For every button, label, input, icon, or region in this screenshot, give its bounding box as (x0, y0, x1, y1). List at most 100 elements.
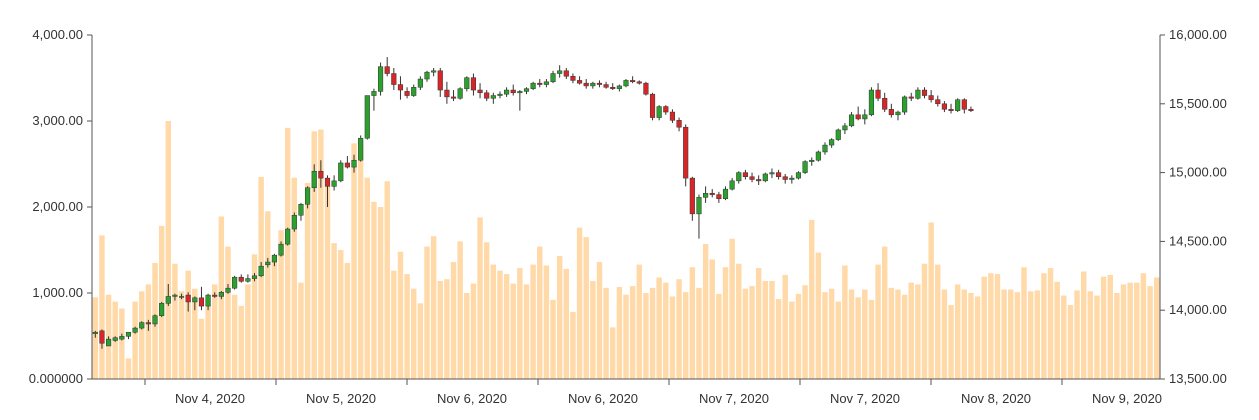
candle-body (298, 204, 304, 216)
volume-bar (828, 288, 835, 379)
candle-body (364, 95, 370, 139)
candle-body (172, 294, 178, 297)
candle-body (358, 137, 364, 161)
volume-bar (192, 288, 198, 379)
candle-body (590, 82, 596, 87)
volume-bar (543, 265, 550, 379)
candle-body (324, 177, 331, 187)
volume-bar (682, 292, 689, 379)
volume-bar (663, 282, 669, 379)
candle-body (948, 109, 954, 111)
volume-bar (862, 289, 868, 379)
candle-body (848, 114, 855, 127)
volume-bar (802, 285, 808, 379)
candle-body (968, 109, 974, 111)
volume-bar (119, 308, 125, 379)
volume-bar (1067, 305, 1074, 379)
volume-bar (238, 305, 244, 379)
candle-body (119, 336, 125, 340)
candle-body (384, 66, 390, 74)
volume-bar (822, 292, 828, 379)
volume-bar (623, 294, 629, 379)
candle-body (563, 70, 569, 77)
left-tick-label: 1,000.00 (32, 285, 83, 300)
candle-body (397, 84, 404, 91)
candle-body (192, 297, 198, 303)
volume-bar (318, 129, 324, 379)
x-tick-label: Nov 8, 2020 (961, 391, 1031, 406)
left-tick-label: 4,000.00 (32, 27, 83, 42)
candle-body (291, 215, 297, 230)
candle-body (159, 303, 165, 316)
volume-bar (702, 243, 709, 379)
volume-bar (1061, 295, 1067, 379)
volume-bar (941, 289, 948, 379)
volume-bar (994, 274, 1001, 379)
candle-body (550, 73, 556, 83)
volume-bar (397, 251, 404, 379)
volume-bar (809, 219, 815, 379)
volume-bar (205, 304, 211, 379)
candle-body (703, 192, 709, 198)
candle-body (835, 129, 841, 140)
x-tick-label: Nov 6, 2020 (437, 391, 507, 406)
left-tick-label: 3,000.00 (32, 113, 83, 128)
volume-bar (92, 297, 99, 379)
x-tick-label: Nov 7, 2020 (830, 391, 900, 406)
volume-bar (444, 279, 450, 379)
volume-bar (848, 289, 855, 379)
candle-body (411, 87, 417, 96)
volume-bar (775, 299, 782, 379)
volume-bar (656, 277, 662, 379)
volume-bar (437, 280, 443, 379)
candle-body (132, 327, 138, 333)
candle-body (736, 172, 742, 182)
candle-body (636, 81, 642, 84)
volume-bar (178, 291, 185, 379)
candle-body (238, 276, 244, 282)
volume-bar (948, 305, 954, 379)
candle-body (125, 331, 132, 337)
candle-body (742, 172, 748, 177)
right-tick-label: 15,500.00 (1169, 96, 1227, 111)
volume-bar (523, 284, 530, 379)
volume-bar (835, 301, 841, 379)
volume-bar (636, 264, 642, 379)
candle-body (716, 194, 722, 199)
candle-body (251, 275, 258, 279)
candle-body (875, 89, 881, 99)
candle-body (185, 294, 191, 303)
volume-bar (1140, 273, 1147, 379)
volume-bar (954, 284, 961, 379)
volume-bar (689, 267, 696, 379)
volume-bar (1008, 289, 1014, 379)
candle-body (669, 111, 675, 121)
candle-body (955, 99, 961, 111)
volume-bar (185, 270, 191, 379)
right-tick-label: 13,500.00 (1169, 371, 1227, 386)
volume-bar (556, 256, 563, 379)
candle-body (112, 337, 118, 341)
volume-bar (417, 303, 424, 379)
candle-body (225, 287, 231, 293)
candle-body (417, 78, 423, 88)
candle-body (756, 179, 762, 182)
x-tick-label: Nov 6, 2020 (568, 391, 638, 406)
volume-bar (1081, 271, 1087, 379)
candle-body (749, 176, 755, 180)
candle-body (895, 111, 901, 116)
right-tick-label: 15,000.00 (1169, 165, 1227, 180)
candle-body (139, 322, 145, 329)
volume-bar (357, 141, 364, 379)
volume-bar (225, 246, 231, 379)
candle-body (656, 106, 662, 118)
candle-body (106, 338, 112, 347)
volume-bar (1094, 295, 1100, 379)
volume-bar (1120, 284, 1127, 379)
volume-bar (271, 258, 278, 379)
candle-body (683, 126, 689, 179)
volume-bar (570, 311, 576, 379)
volume-bar (391, 270, 397, 379)
volume-bar (404, 274, 410, 379)
